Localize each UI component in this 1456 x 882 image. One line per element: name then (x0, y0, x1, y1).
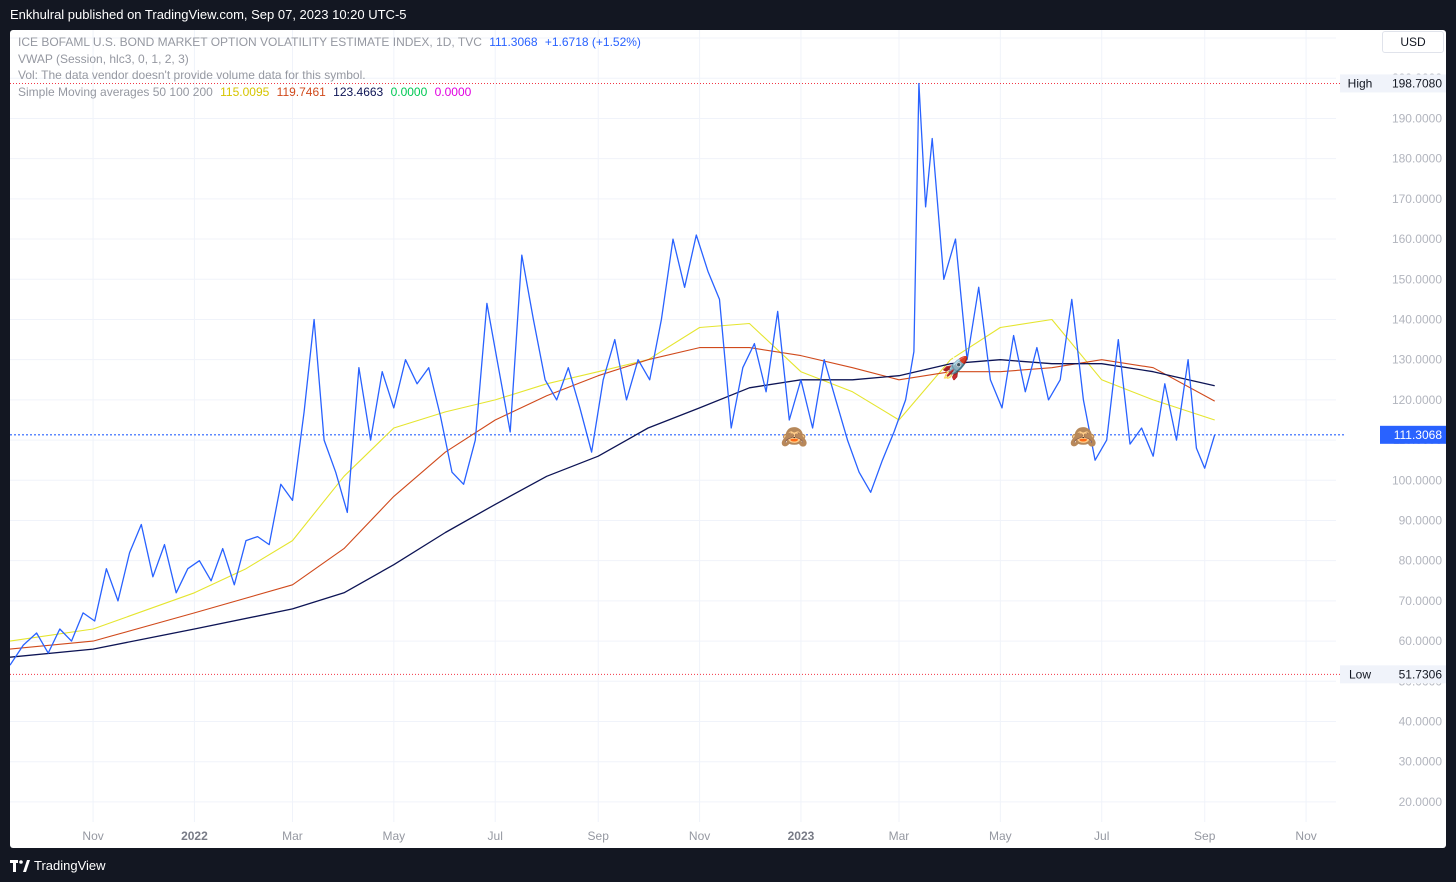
last-price-label-value: 111.3068 (1394, 428, 1443, 442)
price-chart[interactable]: 🙈🚀🙈 20.000030.000040.000050.000060.00007… (10, 30, 1446, 848)
x-tick-label: Nov (82, 829, 103, 843)
y-tick-label: 150.0000 (1392, 272, 1442, 286)
high-label-title-bg (1340, 74, 1380, 93)
y-tick-label: 160.0000 (1392, 232, 1442, 246)
currency-button[interactable]: USD (1382, 31, 1444, 53)
price-axis: 20.000030.000040.000050.000060.000070.00… (1392, 31, 1442, 809)
x-tick-label: Sep (1194, 829, 1216, 843)
y-tick-label: 70.0000 (1399, 594, 1443, 608)
x-tick-label: Nov (689, 829, 710, 843)
published-text: Enkhulral published on TradingView.com, … (10, 7, 407, 22)
high-label-value: 198.7080 (1392, 76, 1442, 90)
low-label-title: Low (1349, 667, 1371, 681)
symbol-name: ICE BOFAML U.S. BOND MARKET OPTION VOLAT… (18, 35, 482, 49)
x-tick-label: 2023 (788, 829, 815, 843)
footer: TradingView (0, 848, 1456, 882)
tradingview-logo[interactable]: TradingView (10, 858, 106, 873)
x-tick-label: Nov (1295, 829, 1316, 843)
vol-row: Vol: The data vendor doesn't provide vol… (18, 68, 366, 82)
x-tick-label: 2022 (181, 829, 208, 843)
x-tick-label: Jul (488, 829, 503, 843)
y-tick-label: 120.0000 (1392, 393, 1442, 407)
sma200-value: 123.4663 (333, 84, 384, 99)
symbol-row: ICE BOFAML U.S. BOND MARKET OPTION VOLAT… (18, 34, 641, 51)
y-tick-label: 190.0000 (1392, 111, 1442, 125)
chart-area[interactable]: 🙈🚀🙈 20.000030.000040.000050.000060.00007… (10, 30, 1446, 848)
x-tick-label: May (989, 829, 1012, 843)
sma50-value: 115.0095 (220, 84, 270, 99)
x-tick-label: Jul (1094, 829, 1109, 843)
sma-row: Simple Moving averages 50 100 200 115.00… (18, 84, 641, 101)
annotation-emoji: 🚀 (942, 356, 969, 381)
sma100-value: 119.7461 (276, 84, 326, 99)
vwap-row: VWAP (Session, hlc3, 0, 1, 2, 3) (18, 51, 189, 66)
grid (10, 30, 1336, 822)
y-tick-label: 30.0000 (1399, 755, 1443, 769)
annotations: 🙈 🚀 🙈 (781, 356, 1098, 449)
x-tick-label: Mar (889, 829, 910, 843)
sma200-series-line (10, 359, 1215, 658)
sma-label: Simple Moving averages 50 100 200 (18, 84, 213, 99)
time-axis: Nov 2022 Mar May Jul Sep Nov 2023 Mar May Jul Sep No… (82, 829, 1316, 843)
low-label-value: 51.7306 (1399, 667, 1443, 681)
price-change: +1.6718 (+1.52%) (544, 35, 641, 49)
x-tick-label: Mar (282, 829, 303, 843)
y-tick-label: 130.0000 (1392, 353, 1442, 367)
high-low-lines (10, 82, 1346, 675)
series-layer (10, 82, 1216, 666)
sma100-series-line (10, 347, 1215, 650)
annotation-emoji: 🙈 (1070, 424, 1097, 449)
y-tick-label: 40.0000 (1399, 714, 1443, 728)
axis-labels: High 198.7080 Low 51.7306 111.3068 (1340, 74, 1446, 684)
publish-bar: Enkhulral published on TradingView.com, … (0, 0, 1456, 30)
price-series-line (10, 82, 1216, 666)
high-label-title: High (1348, 76, 1373, 90)
low-label-value-bg (1380, 665, 1446, 684)
annotation-emoji: 🙈 (781, 424, 808, 449)
y-tick-label: 140.0000 (1392, 312, 1442, 326)
low-label-title-bg (1340, 665, 1380, 684)
y-tick-label: 100.0000 (1392, 473, 1442, 487)
last-value: 111.3068 (489, 35, 538, 49)
x-tick-label: May (383, 829, 406, 843)
high-label-value-bg (1380, 74, 1446, 93)
x-tick-label: Sep (588, 829, 610, 843)
y-tick-label: 60.0000 (1399, 634, 1443, 648)
y-tick-label: 180.0000 (1392, 152, 1442, 166)
footer-brand: TradingView (34, 858, 106, 873)
y-tick-label: 20.0000 (1399, 795, 1443, 809)
y-tick-label: 80.0000 (1399, 554, 1443, 568)
sma-extra1-value: 0.0000 (390, 84, 428, 99)
tradingview-logo-icon (10, 859, 30, 872)
legend: ICE BOFAML U.S. BOND MARKET OPTION VOLAT… (18, 34, 641, 100)
y-tick-label: 90.0000 (1399, 513, 1443, 527)
sma-extra2-value: 0.0000 (434, 84, 472, 99)
last-price-label-value-bg (1380, 425, 1446, 444)
y-tick-label: 170.0000 (1392, 192, 1442, 206)
